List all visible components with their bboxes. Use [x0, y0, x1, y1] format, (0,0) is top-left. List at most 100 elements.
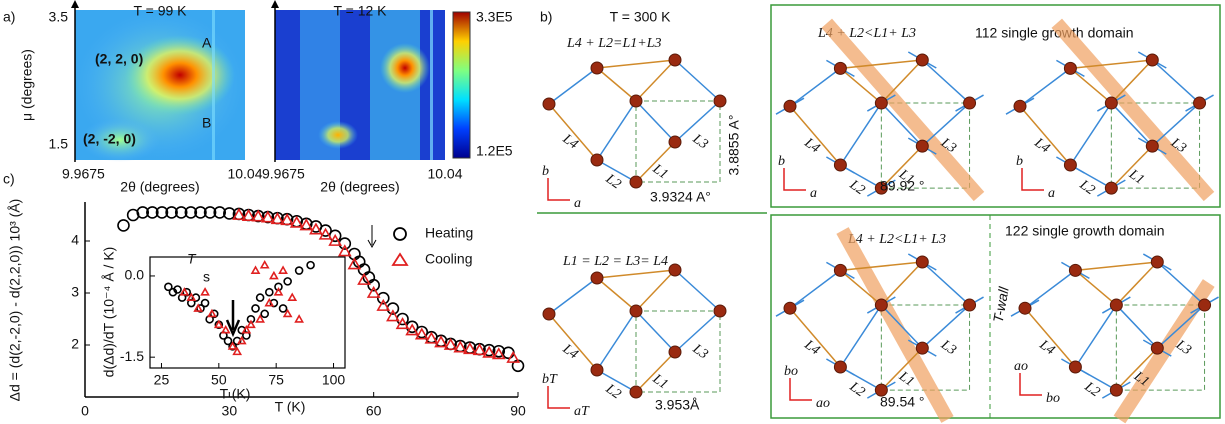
bond: [789, 307, 841, 368]
atom: [668, 53, 682, 67]
axis-label: ao: [1014, 359, 1028, 374]
bond: [1024, 269, 1076, 309]
y-tick-label: 4: [71, 232, 79, 248]
data-point: [463, 342, 477, 355]
y-axis-label: Δd = (d(2,-2,0) - d(2,2,0)) 10³ (Å): [7, 199, 23, 402]
bond: [839, 67, 882, 104]
data-point: [223, 207, 236, 220]
bond: [635, 141, 676, 183]
data-point: [155, 206, 169, 219]
data-point: [200, 287, 210, 296]
data-point: [424, 331, 439, 344]
x-tick-label: 10.04: [227, 166, 262, 182]
domain-box-top: [770, 4, 1221, 208]
data-point: [260, 309, 270, 319]
bond: [548, 103, 598, 161]
bond-label: L4: [801, 337, 823, 358]
bond: [596, 59, 676, 69]
axis-arrows: [783, 168, 806, 191]
bond: [548, 277, 598, 315]
data-point: [232, 207, 246, 220]
atom: [1068, 360, 1082, 374]
y-tick-label: 1.5: [49, 136, 69, 152]
panel-title: T = 300 K: [610, 9, 672, 25]
data-point: [280, 213, 294, 226]
bond-label: L2: [1076, 177, 1098, 198]
x-tick-label: 10.04: [427, 166, 462, 182]
angle-label: 89.54 °: [880, 394, 925, 410]
data-point: [309, 222, 323, 235]
axis-label: a: [810, 186, 817, 201]
data-point: [306, 260, 315, 270]
atom: [1109, 298, 1123, 312]
bond: [674, 100, 721, 143]
atom: [629, 175, 643, 189]
data-point: [491, 347, 506, 360]
inset-frame: [149, 256, 346, 369]
bond: [1151, 102, 1201, 147]
data-point: [357, 272, 371, 285]
atom: [833, 263, 847, 277]
data-point: [165, 206, 178, 219]
data-point: [282, 308, 293, 318]
x-tick-label: 0: [81, 403, 89, 419]
axis-label: b: [1016, 154, 1023, 169]
bond-label: L2: [602, 171, 624, 192]
bond: [921, 59, 971, 104]
y-axis-label: d(Δd)/dT (10⁻⁴ Å / K): [101, 247, 117, 378]
bond: [1070, 59, 1153, 70]
dimension: 3.953Å: [655, 397, 700, 413]
data-point: [278, 304, 288, 313]
bond: [635, 269, 676, 312]
bond: [880, 304, 923, 349]
y-tick-label: 2: [71, 336, 79, 352]
data-point: [376, 291, 390, 305]
bond: [548, 67, 598, 105]
axis-arrow: [271, 0, 279, 8]
peak-label: (2, 2, 0): [95, 51, 143, 67]
atom: [1150, 255, 1164, 269]
atom: [542, 307, 556, 321]
atom: [833, 360, 847, 374]
heatmap-title: T = 99 K: [133, 3, 187, 19]
bond: [1019, 105, 1071, 166]
atom: [1150, 341, 1164, 355]
atom: [874, 298, 888, 312]
relation: L4 + L2<L1+ L3: [847, 232, 946, 247]
data-point: [289, 215, 304, 228]
x-axis-label: 2θ (degrees): [120, 179, 199, 195]
atom: [833, 158, 847, 172]
data-point: [318, 227, 333, 240]
data-point: [117, 219, 130, 232]
axis-label: bo: [784, 364, 798, 379]
data-point: [179, 287, 190, 296]
x-tick-label: 60: [366, 403, 382, 419]
bond-label: L1: [1125, 166, 1147, 187]
peak-tag: B: [202, 115, 211, 131]
dimension: 3.8855 A°: [726, 115, 742, 176]
atom: [915, 255, 929, 269]
bond-label: L4: [559, 341, 581, 362]
axis-arrows: [547, 386, 570, 409]
x-tick-label: 9.9675: [62, 166, 105, 182]
data-point: [273, 287, 284, 296]
axis-arrows: [1019, 373, 1042, 396]
x-axis-label: 2θ (degrees): [320, 179, 399, 195]
angle-label: 89.92 °: [880, 178, 925, 194]
bond-label: L1: [895, 166, 917, 187]
bond: [1069, 67, 1112, 104]
x-tick-label: 90: [510, 403, 526, 419]
data-point: [246, 319, 256, 329]
axis-label: a: [574, 196, 581, 211]
y-tick-label: 3.5: [49, 9, 69, 25]
data-point: [251, 304, 260, 313]
bond-label: L2: [846, 177, 868, 198]
cell-outline: [635, 100, 721, 183]
data-point: [386, 309, 400, 322]
bond: [921, 102, 971, 147]
data-point: [337, 244, 352, 257]
atom: [629, 94, 643, 108]
data-point: [241, 324, 252, 334]
bond: [635, 351, 676, 393]
bond: [1075, 261, 1158, 272]
